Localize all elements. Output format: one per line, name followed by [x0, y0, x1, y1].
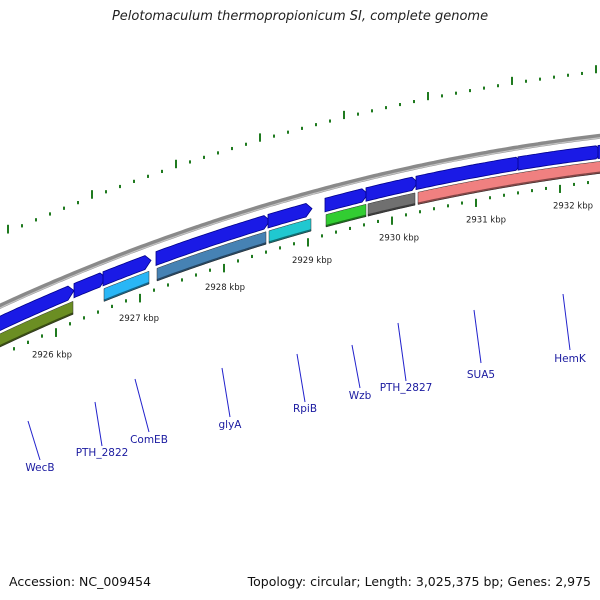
cds-arrow — [73, 272, 107, 299]
scale-label: 2930 kbp — [379, 234, 419, 244]
scale-labels: 2926 kbp 2927 kbp 2928 kbp 2929 kbp 2930 kbp… — [32, 201, 593, 360]
gene-feature — [0, 300, 74, 348]
scale-label: 2928 kbp — [205, 283, 245, 293]
gene-label-wecb: WecB — [25, 462, 54, 474]
gene-feature — [417, 161, 600, 205]
gene-label-glya: glyA — [219, 419, 243, 431]
cds-arrow — [267, 203, 313, 229]
gene-leader-line — [351, 344, 361, 389]
cds-arrow — [155, 215, 271, 266]
map-title: Pelotomaculum thermopropionicum SI, comp… — [111, 9, 489, 24]
gene-label-wzb: Wzb — [349, 390, 372, 402]
gene-feature-shadow — [367, 203, 416, 217]
scale-label: 2931 kbp — [466, 215, 506, 225]
backbone-highlight — [0, 137, 600, 309]
gene-label-rpib: RpiB — [293, 403, 317, 415]
outer-tick-marks — [7, 65, 597, 234]
gene-feature — [156, 231, 267, 282]
gene-feature — [268, 218, 312, 244]
gene-leader-line — [562, 293, 571, 351]
genome-summary-text: Topology: circular; Length: 3,025,375 bp… — [247, 574, 591, 589]
gene-label-pth_2827: PTH_2827 — [380, 382, 433, 394]
cds-features — [0, 144, 600, 331]
gene-feature — [103, 270, 150, 302]
scale-label: 2927 kbp — [119, 314, 159, 324]
scale-label: 2932 kbp — [553, 201, 593, 211]
gene-feature — [325, 203, 367, 228]
gene-label-sua5: SUA5 — [467, 369, 495, 381]
gene-leader-line — [134, 378, 150, 433]
gene-feature-shadow — [103, 282, 150, 302]
cds-arrow — [102, 255, 152, 287]
gene-label-comeb: ComEB — [130, 434, 168, 446]
cds-arrow — [324, 188, 369, 213]
cds-arrow — [0, 285, 75, 331]
gene-feature — [367, 192, 416, 217]
gene-leader-line — [27, 420, 41, 461]
gene-label-hemk: HemK — [554, 353, 587, 365]
gene-features — [0, 161, 600, 348]
genome-backbone — [0, 133, 600, 310]
accession-text: Accession: NC_009454 — [9, 574, 152, 589]
inner-tick-marks — [13, 181, 589, 351]
gene-leader-line — [473, 309, 482, 364]
gene-feature-shadow — [156, 242, 267, 281]
gene-leader-line — [221, 367, 231, 418]
cds-arrow — [365, 176, 419, 202]
gene-feature-shadow — [325, 214, 367, 227]
gene-leader-line — [397, 322, 407, 382]
backbone-line — [0, 133, 600, 310]
gene-leader-line — [94, 401, 103, 447]
gene-feature-shadow — [417, 171, 600, 205]
gene-feature-shadow — [0, 312, 74, 348]
scale-label: 2929 kbp — [292, 256, 332, 266]
scale-label: 2926 kbp — [32, 350, 72, 360]
gene-leader-line — [296, 353, 306, 403]
gene-feature-shadow — [268, 229, 312, 244]
gene-label-pth_2822: PTH_2822 — [76, 447, 129, 459]
